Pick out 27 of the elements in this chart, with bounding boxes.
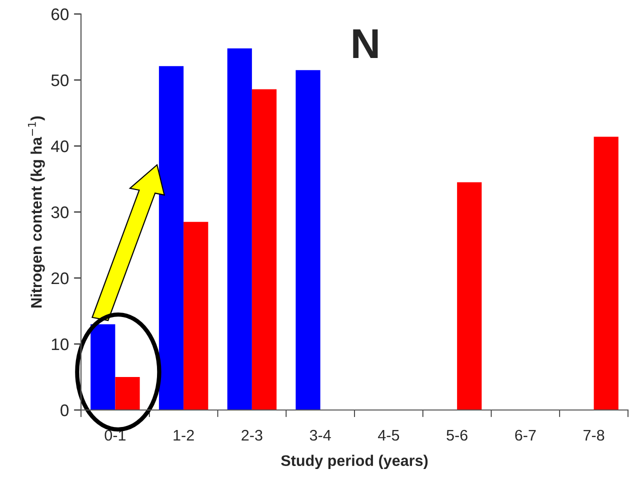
chart-title: N (353, 29, 378, 58)
x-tick-label: 1-2 (174, 430, 194, 441)
y-tick-label: 0 (60, 404, 69, 416)
bar (115, 377, 140, 410)
x-tick-label: 4-5 (378, 430, 400, 441)
bar (296, 70, 320, 410)
bar (594, 136, 618, 410)
x-tick-label: 7-8 (584, 430, 604, 441)
x-tick-label: 2-3 (242, 430, 262, 441)
x-tick-label: 5-6 (446, 430, 468, 441)
y-tick-label: 10 (52, 338, 69, 350)
x-tick-label: 3-4 (310, 430, 331, 441)
bar (227, 48, 252, 410)
x-tick-label: 0-1 (104, 430, 126, 441)
y-axis-title: Nitrogen content (kg ha$^{−1}$) (28, 116, 45, 308)
bar (158, 66, 184, 410)
bar (184, 222, 208, 410)
bar (90, 324, 116, 410)
x-axis-title: Study period (years) (281, 454, 428, 470)
bar (457, 182, 482, 410)
y-tick-label: 60 (52, 8, 69, 20)
y-tick-label: 20 (51, 272, 69, 284)
y-tick-label: 40 (51, 140, 69, 152)
y-tick-label: 50 (51, 74, 69, 86)
bar (252, 89, 277, 410)
x-tick-label: 6-7 (515, 430, 536, 441)
y-tick-label: 30 (51, 206, 69, 218)
